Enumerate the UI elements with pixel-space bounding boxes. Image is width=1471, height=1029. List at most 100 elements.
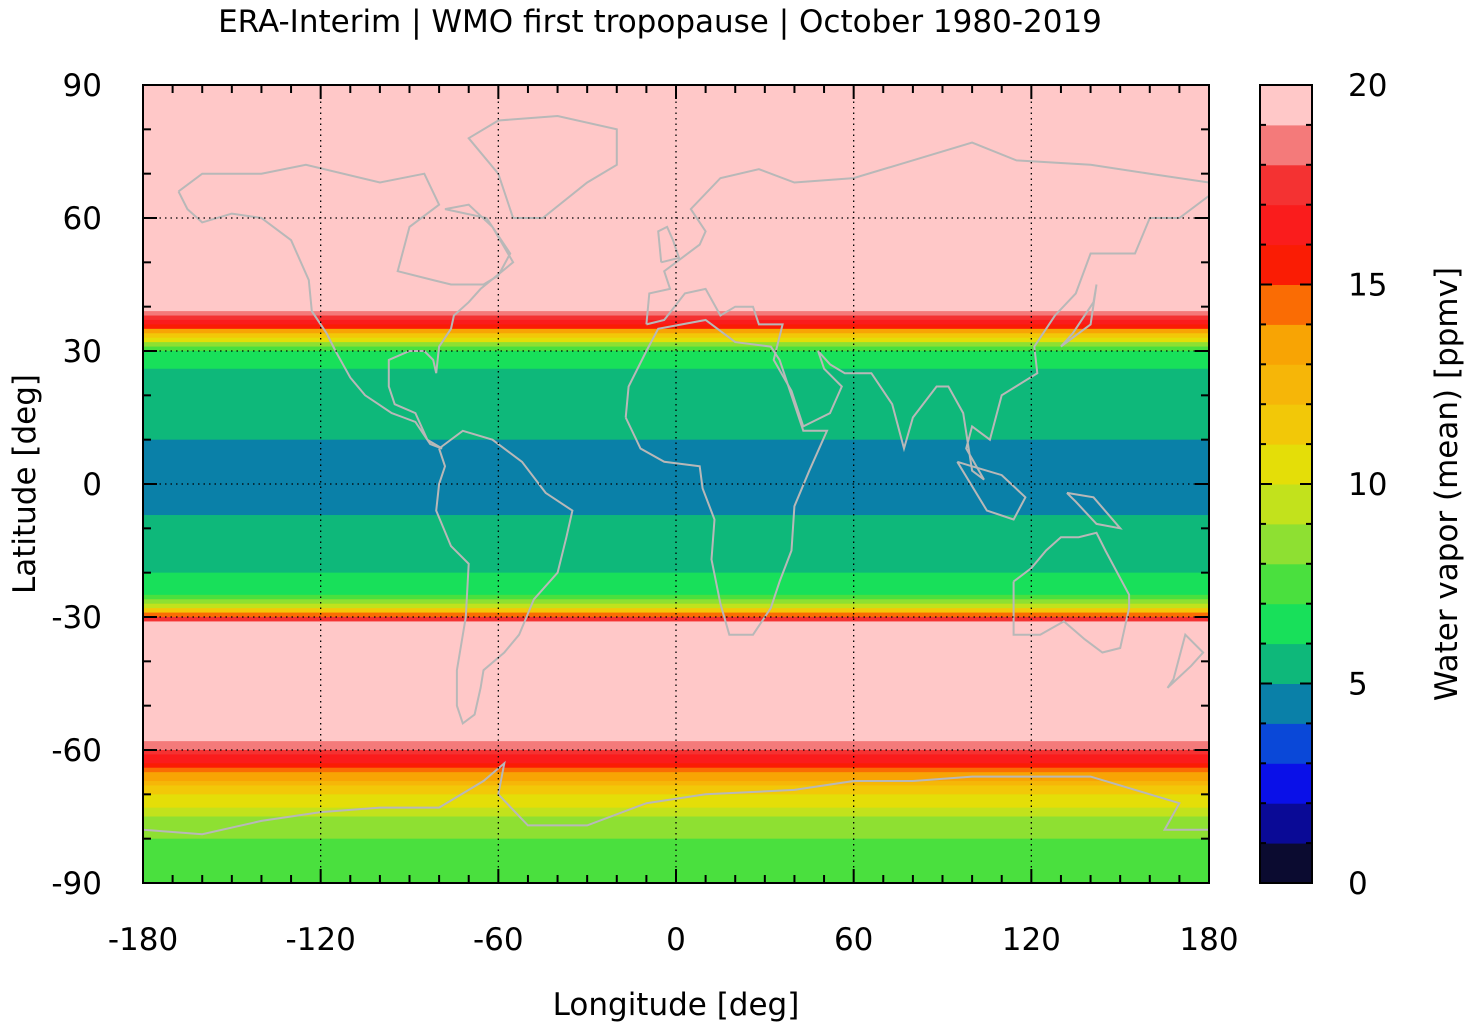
- heatmap-cell-band: [143, 288, 1209, 294]
- colorbar-swatch: [1260, 124, 1312, 166]
- heatmap-cell-band: [143, 382, 1209, 388]
- heatmap-cell-band: [143, 741, 1209, 747]
- x-tick-label: 180: [1179, 922, 1238, 958]
- heatmap-cell-band: [143, 147, 1209, 153]
- heatmap-cell-band: [143, 337, 1209, 343]
- colorbar-swatch: [1260, 843, 1312, 884]
- heatmap-cell-band: [143, 466, 1209, 472]
- heatmap-cell-band: [143, 426, 1209, 432]
- heatmap-cell-band: [143, 178, 1209, 184]
- coastline: [956, 460, 1027, 521]
- heatmap-cell-band: [143, 696, 1209, 702]
- y-tick-label: 0: [82, 467, 102, 503]
- y-tick-label: 90: [63, 68, 102, 104]
- heatmap-cell-band: [143, 656, 1209, 662]
- heatmap-cell-band: [143, 395, 1209, 401]
- colorbar: 0 5 10 15 20: [1260, 68, 1387, 902]
- heatmap-cell-band: [143, 829, 1209, 835]
- heatmap-cell-band: [143, 625, 1209, 631]
- heatmap-cell-band: [143, 590, 1209, 596]
- heatmap-cell-band: [143, 546, 1209, 552]
- heatmap-cell-band: [143, 488, 1209, 494]
- heatmap-cell-band: [143, 257, 1209, 263]
- heatmap-cell-band: [143, 834, 1209, 840]
- heatmap-cell-band: [143, 608, 1209, 614]
- y-axis-label: Latitude [deg]: [7, 374, 43, 594]
- heatmap-cell-band: [143, 271, 1209, 277]
- heatmap-cell-band: [143, 107, 1209, 113]
- heatmap-cell-band: [143, 674, 1209, 680]
- heatmap-cell-band: [143, 404, 1209, 410]
- colorbar-swatch: [1260, 643, 1312, 684]
- heatmap-cell-band: [143, 758, 1209, 764]
- coastline: [1060, 284, 1098, 348]
- heatmap-cell-band: [143, 585, 1209, 591]
- colorbar-tick-label: 5: [1348, 667, 1368, 703]
- heatmap-cell-band: [143, 816, 1209, 822]
- heatmap-cell-band: [143, 612, 1209, 618]
- heatmap-cell-band: [143, 812, 1209, 818]
- heatmap-cell-band: [143, 448, 1209, 454]
- colorbar-swatch: [1260, 763, 1312, 804]
- heatmap-cell-band: [143, 430, 1209, 436]
- heatmap-cell-band: [143, 155, 1209, 161]
- heatmap-cell-band: [143, 851, 1209, 857]
- heatmap-cell-band: [143, 599, 1209, 605]
- heatmap-cell-band: [143, 333, 1209, 339]
- colorbar-swatch: [1260, 523, 1312, 565]
- heatmap-cell-band: [143, 838, 1209, 844]
- colorbar-tick-label: 20: [1348, 68, 1387, 104]
- heatmap-cell-band: [143, 581, 1209, 587]
- heatmap-cell-band: [143, 444, 1209, 450]
- heatmap-cell-band: [143, 714, 1209, 720]
- heatmap-cell-band: [143, 129, 1209, 135]
- coastline: [645, 141, 1209, 481]
- heatmap-cell-band: [143, 151, 1209, 157]
- heatmap-cell-band: [143, 373, 1209, 379]
- heatmap-cell-band: [143, 240, 1209, 246]
- colorbar-swatch: [1260, 204, 1312, 246]
- heatmap-cell-band: [143, 634, 1209, 640]
- coastline: [1166, 632, 1205, 689]
- y-tick-label: -30: [51, 600, 102, 636]
- colorbar-frame: [1259, 84, 1313, 884]
- heatmap-cell-band: [143, 621, 1209, 627]
- colorbar-swatch: [1260, 723, 1312, 764]
- heatmap-cell-band: [143, 510, 1209, 516]
- heatmap-cell-band: [143, 102, 1209, 108]
- heatmap-cell-band: [143, 630, 1209, 636]
- coastline: [1012, 531, 1131, 654]
- heatmap-cell-band: [143, 856, 1209, 862]
- colorbar-label: Water vapor (mean) [ppmv]: [1429, 267, 1465, 701]
- heatmap-cell-band: [143, 577, 1209, 583]
- heatmap-cell-band: [143, 133, 1209, 139]
- heatmap-cell-band: [143, 222, 1209, 228]
- heatmap-cell-band: [143, 213, 1209, 219]
- heatmap-cell-band: [143, 399, 1209, 405]
- coastline: [467, 114, 618, 219]
- coastline: [143, 760, 1209, 836]
- heatmap-cell-band: [143, 860, 1209, 866]
- heatmap-cell-band: [143, 417, 1209, 423]
- colorbar-swatch: [1260, 244, 1312, 285]
- heatmap-cell-band: [143, 554, 1209, 560]
- heatmap-cell-band: [143, 195, 1209, 201]
- heatmap-cell-band: [143, 124, 1209, 130]
- heatmap-cell-band: [143, 727, 1209, 733]
- heatmap-cell-band: [143, 537, 1209, 543]
- chart-title: ERA-Interim | WMO first tropopause | Oct…: [218, 4, 1102, 40]
- heatmap-cell-band: [143, 789, 1209, 795]
- heatmap-cell-band: [143, 218, 1209, 224]
- x-tick-label: -120: [285, 922, 355, 958]
- y-tick-label: -60: [51, 733, 102, 769]
- heatmap-cell-band: [143, 568, 1209, 574]
- coastline-overlay: [143, 114, 1209, 836]
- heatmap-cell-band: [143, 492, 1209, 498]
- heatmap-cell-band: [143, 142, 1209, 148]
- heatmap-cell-band: [143, 355, 1209, 361]
- coastline: [624, 318, 829, 636]
- heatmap-cell-band: [143, 470, 1209, 476]
- heatmap-cell-band: [143, 359, 1209, 365]
- heatmap-cell-band: [143, 563, 1209, 569]
- heatmap-cell-band: [143, 559, 1209, 565]
